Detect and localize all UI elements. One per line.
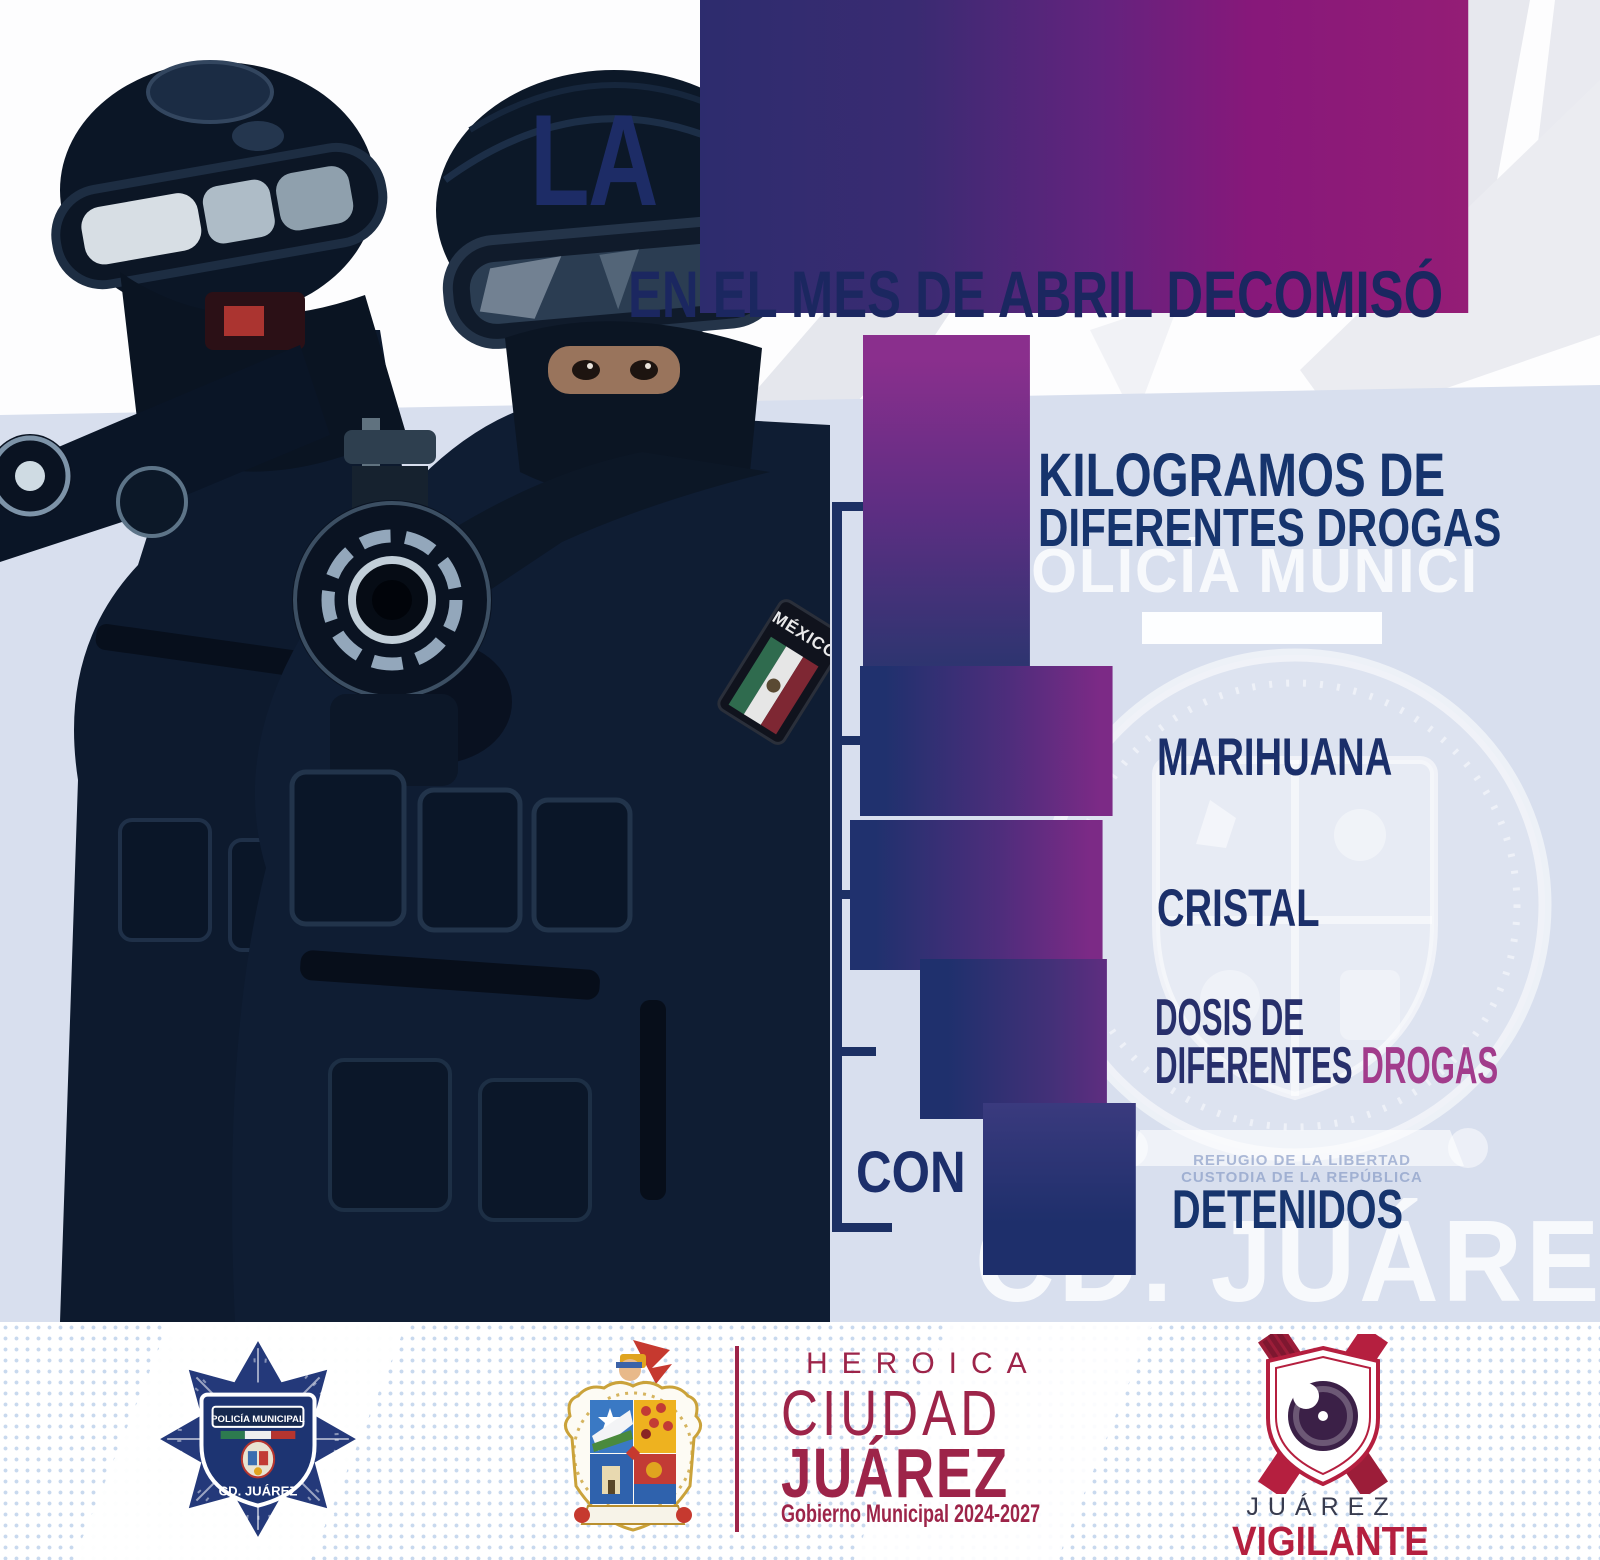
vigilante-label: VIGILANTE <box>1232 1518 1429 1560</box>
stat-detenidos-value: 92 <box>983 1103 1137 1275</box>
bracket-corner-bottom <box>832 1223 892 1232</box>
police-municipal-badge-logo: POLICÍA MUNICIPAL CD. JUÁREZ <box>152 1330 364 1546</box>
stat-total-label-line2: DIFERENTES DROGAS <box>1038 498 1502 558</box>
footer-juarez: JUÁREZ <box>781 1434 1009 1512</box>
stat-cristal-value: 4KG <box>850 820 1103 970</box>
stat-marihuana-label: MARIHUANA <box>1157 728 1393 787</box>
title-subtitle: EN EL MES DE ABRIL DECOMISÓ <box>628 257 1444 331</box>
stat-total-label-line1: KILOGRAMOS DE <box>1038 441 1446 509</box>
officer-left <box>0 60 452 1322</box>
juarez-vigilante-logo <box>1258 1334 1388 1494</box>
stat-detenidos-prefix: CON <box>856 1140 966 1205</box>
stat-cristal-label: CRISTAL <box>1157 879 1320 938</box>
watermark-white-bar <box>1142 612 1382 644</box>
footer-gobierno-term: Gobierno Municipal 2024-2027 <box>781 1500 1041 1528</box>
stat-dosis-label: DOSIS DE DIFERENTES DROGAS <box>1155 989 1498 1092</box>
stat-dosis-label-line2-accent: DROGAS <box>1361 1036 1499 1095</box>
title-article: LA <box>530 87 658 233</box>
stat-dosis-label-line1: DOSIS DE <box>1155 989 1305 1047</box>
bracket-vertical-line <box>832 502 842 1232</box>
mexico-flag-patch: MÉXICO <box>717 599 830 745</box>
patch-country-label: MÉXICO <box>769 608 830 663</box>
footer-heroica: HEROICA <box>806 1347 1041 1380</box>
stat-dosis-label-line2: DIFERENTES DROGAS <box>1155 1040 1498 1092</box>
footer-separator <box>735 1346 739 1532</box>
stat-dosis-label-line2-normal: DIFERENTES <box>1155 1036 1362 1095</box>
city-coat-of-arms <box>564 1340 702 1532</box>
badge-top-label: POLICÍA MUNICIPAL <box>211 1414 305 1425</box>
stat-detenidos-label: DETENIDOS <box>1172 1178 1404 1240</box>
stat-marihuana-value: 5KG <box>860 666 1113 816</box>
bracket-tick-dosis <box>832 1047 876 1056</box>
badge-bottom-label: CD. JUÁREZ <box>219 1484 298 1499</box>
